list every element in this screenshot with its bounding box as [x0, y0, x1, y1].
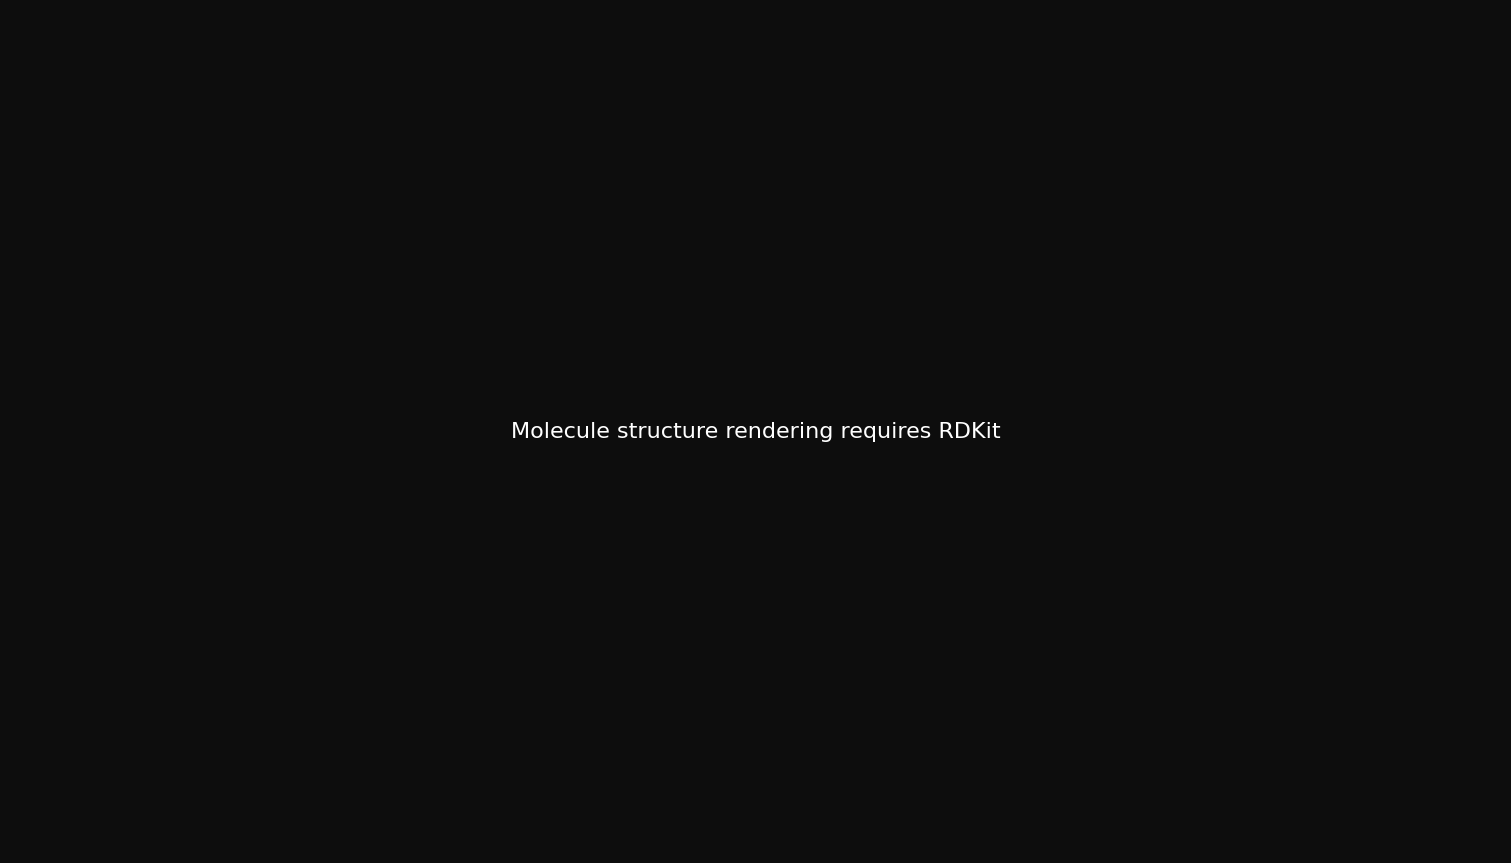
Text: Molecule structure rendering requires RDKit: Molecule structure rendering requires RD…: [511, 421, 1000, 442]
